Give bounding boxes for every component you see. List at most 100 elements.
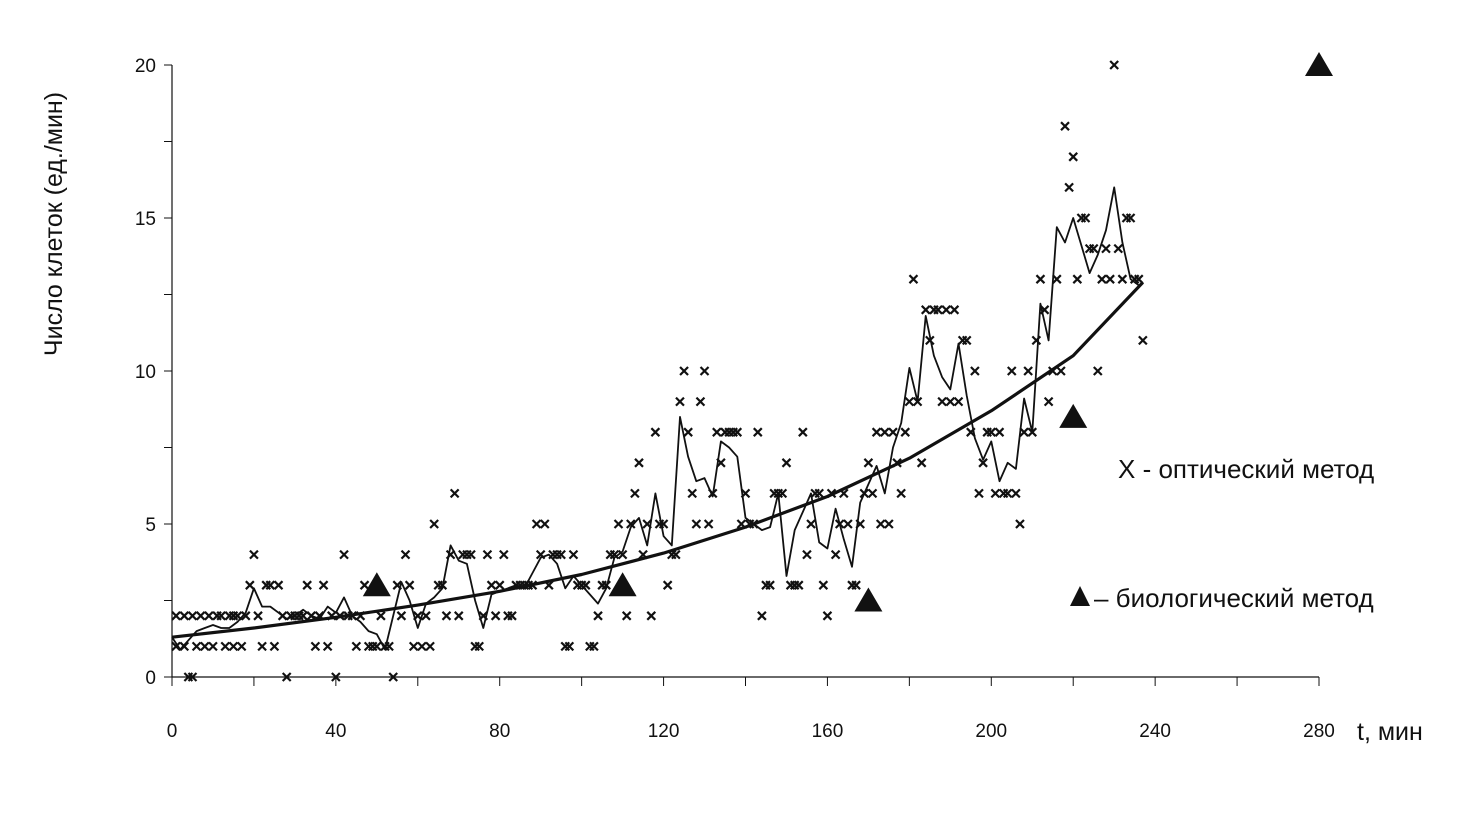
data-point-x bbox=[1072, 274, 1083, 284]
data-point-x bbox=[834, 519, 845, 529]
x-stroke bbox=[662, 580, 673, 590]
x-stroke bbox=[482, 549, 493, 560]
x-stroke bbox=[384, 641, 394, 652]
data-point-x bbox=[798, 427, 808, 437]
data-point-x bbox=[187, 611, 198, 621]
x-stroke bbox=[920, 305, 931, 315]
x-stroke bbox=[1125, 213, 1136, 223]
data-point-x bbox=[650, 427, 661, 437]
data-point-x bbox=[662, 580, 673, 590]
x-stroke bbox=[441, 611, 452, 621]
x-stroke bbox=[1027, 427, 1038, 437]
data-point-x bbox=[863, 458, 874, 468]
data-point-x bbox=[466, 549, 476, 560]
data-point-x bbox=[900, 427, 911, 437]
x-stroke bbox=[347, 611, 358, 621]
data-point-x bbox=[314, 611, 325, 621]
x-stroke bbox=[888, 427, 898, 437]
data-point-x bbox=[544, 580, 554, 590]
data-point-x bbox=[630, 488, 640, 499]
x-stroke bbox=[855, 519, 865, 529]
x-stroke bbox=[884, 519, 894, 529]
x-stroke bbox=[736, 519, 747, 529]
data-point-x bbox=[966, 427, 976, 437]
data-point-x bbox=[867, 488, 878, 499]
y-tick-label: 0 bbox=[145, 668, 156, 689]
data-point-x bbox=[634, 458, 644, 468]
x-stroke bbox=[449, 488, 460, 499]
x-stroke bbox=[372, 641, 382, 652]
x-stroke bbox=[699, 366, 710, 376]
data-point-x bbox=[1011, 488, 1021, 499]
data-point-x bbox=[392, 580, 403, 590]
x-stroke bbox=[1113, 243, 1124, 254]
legend-triangle-icon bbox=[1070, 586, 1090, 606]
x-stroke bbox=[310, 641, 321, 652]
x-stroke bbox=[331, 672, 341, 682]
data-point-x bbox=[892, 458, 902, 468]
x-stroke bbox=[908, 274, 919, 284]
x-stroke bbox=[900, 427, 911, 437]
data-point-x bbox=[875, 519, 886, 529]
data-point-x bbox=[310, 641, 321, 652]
data-point-x bbox=[806, 519, 816, 529]
x-stroke bbox=[535, 549, 546, 560]
x-stroke bbox=[1011, 488, 1021, 499]
x-stroke bbox=[1006, 366, 1017, 376]
data-point-x bbox=[441, 611, 452, 621]
data-point-x bbox=[204, 611, 214, 621]
y-tick-label: 15 bbox=[135, 209, 156, 230]
x-stroke bbox=[990, 488, 1001, 499]
data-point-x bbox=[425, 641, 435, 652]
x-stroke bbox=[1052, 274, 1062, 284]
x-stroke bbox=[994, 427, 1005, 437]
x-stroke bbox=[302, 580, 312, 590]
data-point-x bbox=[1052, 274, 1062, 284]
x-stroke bbox=[564, 641, 575, 652]
y-tick-label: 20 bbox=[135, 56, 156, 77]
data-point-x bbox=[880, 427, 890, 437]
data-point-x bbox=[699, 366, 710, 376]
data-point-x bbox=[953, 396, 964, 407]
x-stroke bbox=[376, 611, 386, 621]
data-point-x bbox=[429, 519, 439, 529]
x-stroke bbox=[1072, 274, 1083, 284]
legend-biological-label: – биологический метод bbox=[1094, 583, 1374, 613]
data-point-x bbox=[986, 427, 997, 437]
data-point-x bbox=[486, 580, 497, 590]
moving-average-line bbox=[171, 186, 1140, 651]
data-point-x bbox=[765, 580, 775, 590]
x-stroke bbox=[937, 396, 947, 407]
data-point-x bbox=[494, 580, 505, 590]
x-stroke bbox=[179, 641, 190, 652]
x-stroke bbox=[417, 641, 427, 652]
data-point-x bbox=[507, 611, 517, 621]
data-point-x bbox=[703, 519, 714, 529]
data-point-x bbox=[687, 488, 698, 499]
data-point-x bbox=[908, 274, 919, 284]
x-stroke bbox=[351, 641, 362, 652]
data-point-x bbox=[1019, 427, 1029, 437]
data-point-x bbox=[199, 641, 210, 652]
x-stroke bbox=[187, 672, 198, 682]
data-point-x bbox=[302, 580, 312, 590]
data-point-x bbox=[617, 549, 628, 560]
x-stroke bbox=[740, 488, 751, 499]
x-stroke bbox=[1133, 274, 1144, 284]
x-stroke bbox=[617, 549, 628, 560]
x-stroke bbox=[1047, 366, 1058, 376]
y-tick-label: 5 bbox=[145, 515, 156, 536]
x-stroke bbox=[1138, 335, 1148, 346]
data-point-x bbox=[1039, 305, 1050, 315]
data-point-x bbox=[1117, 274, 1128, 284]
x-tick-label: 80 bbox=[489, 721, 510, 742]
x-stroke bbox=[1080, 213, 1091, 223]
x-stroke bbox=[695, 396, 706, 407]
x-stroke bbox=[494, 580, 505, 590]
data-point-x bbox=[945, 396, 956, 407]
x-stroke bbox=[199, 641, 210, 652]
data-point-x bbox=[621, 611, 632, 621]
x-stroke bbox=[880, 427, 890, 437]
x-stroke bbox=[1019, 427, 1029, 437]
